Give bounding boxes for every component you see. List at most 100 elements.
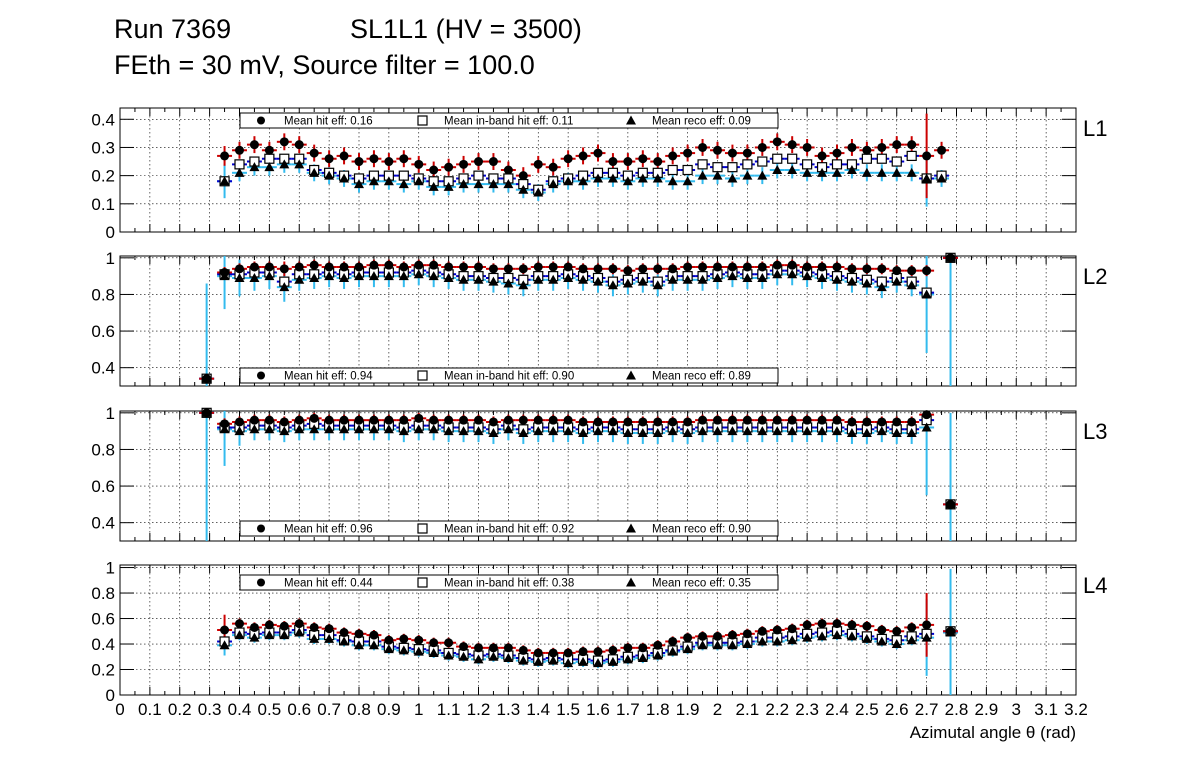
hit-marker <box>608 264 618 274</box>
hit-marker <box>220 151 230 161</box>
reco-marker <box>817 167 828 177</box>
hit-marker <box>339 628 349 638</box>
hit-marker <box>354 415 364 425</box>
hit-marker <box>220 267 230 277</box>
hit-marker <box>414 413 424 423</box>
reco-marker <box>637 427 648 437</box>
reco-marker <box>846 165 857 174</box>
hit-marker <box>922 151 932 161</box>
hit-marker <box>698 415 708 425</box>
reco-marker <box>279 426 290 436</box>
reco-marker <box>667 426 678 436</box>
reco-marker <box>488 427 499 437</box>
hit-marker <box>847 417 857 427</box>
y-tick-label: 0 <box>106 686 115 705</box>
hit-marker <box>488 264 498 274</box>
reco-marker <box>921 422 932 432</box>
reco-marker <box>593 658 603 668</box>
reco-marker <box>757 170 768 180</box>
reco-marker <box>264 424 275 434</box>
x-tick-label: 1.7 <box>616 700 640 719</box>
inband-marker <box>772 153 783 164</box>
legend-reco-marker <box>626 523 636 533</box>
inband-marker <box>757 156 768 167</box>
reco-marker <box>622 176 633 186</box>
hit-marker <box>593 417 603 427</box>
reco-marker <box>607 656 618 666</box>
reco-marker <box>622 654 633 664</box>
reco-marker <box>428 181 439 191</box>
hit-marker <box>742 629 752 639</box>
reco-marker <box>518 280 529 290</box>
reco-marker <box>891 639 902 649</box>
reco-marker <box>876 167 887 177</box>
hit-marker <box>220 419 230 429</box>
hit-marker <box>429 165 439 175</box>
legend-box <box>239 520 779 537</box>
reco-marker <box>727 426 738 436</box>
reco-marker <box>578 427 589 437</box>
reco-marker <box>921 632 932 642</box>
y-tick-label: 0.1 <box>91 195 115 214</box>
hit-marker <box>847 264 857 274</box>
hit-marker <box>279 417 289 427</box>
y-tick-label: 0.2 <box>91 661 115 680</box>
hit-marker <box>354 629 364 639</box>
reco-marker <box>563 272 574 282</box>
hit-marker <box>414 635 424 645</box>
reco-marker <box>324 271 335 281</box>
hit-marker <box>294 262 304 272</box>
hit-marker <box>653 417 663 427</box>
hit-marker <box>877 417 887 427</box>
x-tick-label: 3 <box>1012 700 1021 719</box>
x-tick-label: 1.8 <box>646 700 670 719</box>
panel-l3: 0.4 0.6 0.8 1 Mean hit eff: 0.96 Mean in-band… <box>91 404 1107 542</box>
reco-marker <box>368 640 379 650</box>
legend-reco-marker <box>626 370 636 380</box>
hit-marker <box>817 262 827 272</box>
hit-marker <box>907 417 917 427</box>
reco-marker <box>757 272 768 282</box>
hit-marker <box>249 415 259 425</box>
hit-marker <box>324 262 334 272</box>
hit-marker <box>369 260 379 270</box>
hit-marker <box>802 620 812 630</box>
hit-marker <box>339 151 349 161</box>
legend-inband-label: Mean in-band hit eff: 0.38 <box>444 578 574 590</box>
x-tick-label: 1.5 <box>556 700 580 719</box>
reco-marker <box>906 635 917 645</box>
hit-marker <box>922 266 932 276</box>
hit-marker <box>384 157 394 167</box>
hit-marker <box>384 415 394 425</box>
reco-marker <box>563 658 574 668</box>
hit-marker <box>399 415 409 425</box>
reco-marker <box>832 167 842 177</box>
reco-marker <box>846 276 857 286</box>
reco-marker <box>533 274 544 284</box>
hit-marker <box>459 415 469 425</box>
hit-marker <box>817 619 827 629</box>
reco-marker <box>309 272 320 282</box>
x-tick-label: 0.2 <box>168 700 192 719</box>
legend-box <box>239 112 779 129</box>
x-tick-label: 2 <box>713 700 722 719</box>
reco-marker <box>443 181 454 191</box>
chamber-title: SL1L1 (HV = 3500) <box>350 14 582 44</box>
reco-marker <box>533 187 544 197</box>
legend-hit-marker <box>257 524 265 533</box>
reco-marker <box>264 271 275 281</box>
x-tick-label: 0.8 <box>347 700 371 719</box>
hit-marker <box>324 154 334 164</box>
hit-marker <box>518 171 528 181</box>
reco-marker <box>309 167 320 177</box>
reco-marker <box>906 167 917 177</box>
inband-marker <box>891 156 902 167</box>
hit-marker <box>429 260 439 270</box>
hit-marker <box>698 631 708 641</box>
reco-marker <box>309 633 320 643</box>
legend-box <box>239 367 779 384</box>
reco-marker <box>876 636 887 646</box>
reco-marker <box>682 644 693 654</box>
reco-marker <box>742 639 753 649</box>
hit-marker <box>474 157 483 167</box>
